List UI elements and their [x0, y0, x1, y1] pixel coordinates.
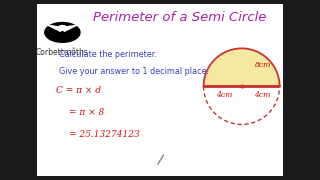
Text: /: /	[157, 152, 163, 166]
Polygon shape	[64, 25, 77, 32]
Polygon shape	[48, 25, 61, 32]
Polygon shape	[204, 48, 280, 86]
Text: Calculate the perimeter.: Calculate the perimeter.	[59, 50, 157, 59]
Text: 8cm: 8cm	[255, 62, 271, 69]
Circle shape	[45, 22, 80, 42]
Text: = π × 8: = π × 8	[69, 108, 104, 117]
Text: Corbettmôths: Corbettmôths	[36, 48, 89, 57]
Circle shape	[58, 26, 67, 30]
Text: C = π × d: C = π × d	[56, 86, 101, 95]
Text: Give your answer to 1 decimal place.: Give your answer to 1 decimal place.	[59, 67, 209, 76]
Text: 4cm: 4cm	[254, 91, 271, 99]
Text: Perimeter of a Semi Circle: Perimeter of a Semi Circle	[92, 11, 266, 24]
Text: 4cm: 4cm	[216, 91, 233, 99]
FancyBboxPatch shape	[37, 4, 283, 176]
Text: = 25.13274123: = 25.13274123	[69, 130, 140, 139]
